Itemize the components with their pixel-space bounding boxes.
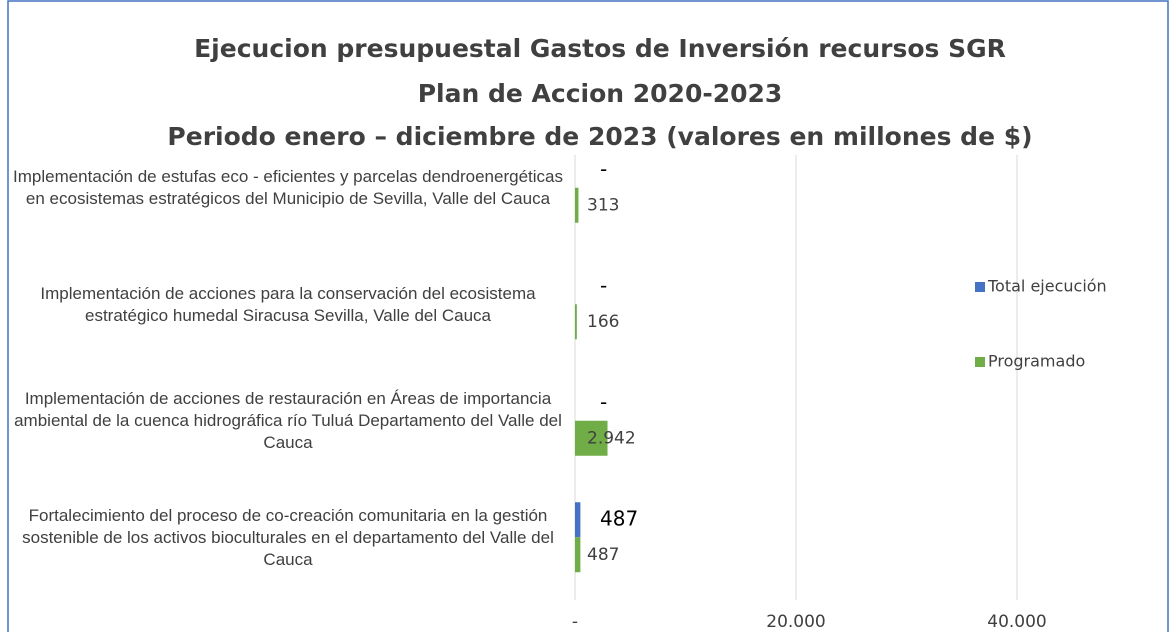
frame	[7, 0, 1169, 632]
category-label: Implementación de estufas eco - eficient…	[13, 167, 563, 209]
value-label: 487	[587, 545, 619, 565]
category-label: Implementación de acciones para la conse…	[40, 283, 536, 325]
legend-swatch	[975, 357, 985, 367]
bar	[575, 304, 577, 340]
value-label: 313	[587, 195, 619, 215]
chart-subtitle: Periodo enero – diciembre de 2023 (valor…	[167, 122, 1032, 151]
category-label: Fortalecimiento del proceso de co-creaci…	[22, 505, 554, 569]
value-label: 487	[600, 506, 638, 530]
chart-title: Ejecucion presupuestal Gastos de Inversi…	[194, 34, 1006, 63]
x-tick-label: 40.000	[987, 612, 1046, 632]
chart-subtitle: Plan de Accion 2020-2023	[418, 79, 783, 108]
value-label: -	[600, 157, 607, 181]
value-label: 2.942	[587, 428, 636, 448]
value-label: -	[600, 273, 607, 297]
bar	[575, 420, 608, 456]
value-label: 166	[587, 312, 619, 332]
bar	[575, 187, 579, 223]
bar	[575, 502, 581, 538]
x-tick-label: -	[572, 612, 578, 632]
category-label: Implementación de acciones de restauraci…	[14, 389, 562, 453]
legend-label: Total ejecución	[987, 277, 1107, 296]
value-label: -	[600, 390, 607, 414]
legend-swatch	[975, 282, 985, 292]
x-tick-label: 20.000	[766, 612, 825, 632]
legend-label: Programado	[988, 352, 1085, 371]
bar	[575, 537, 581, 573]
